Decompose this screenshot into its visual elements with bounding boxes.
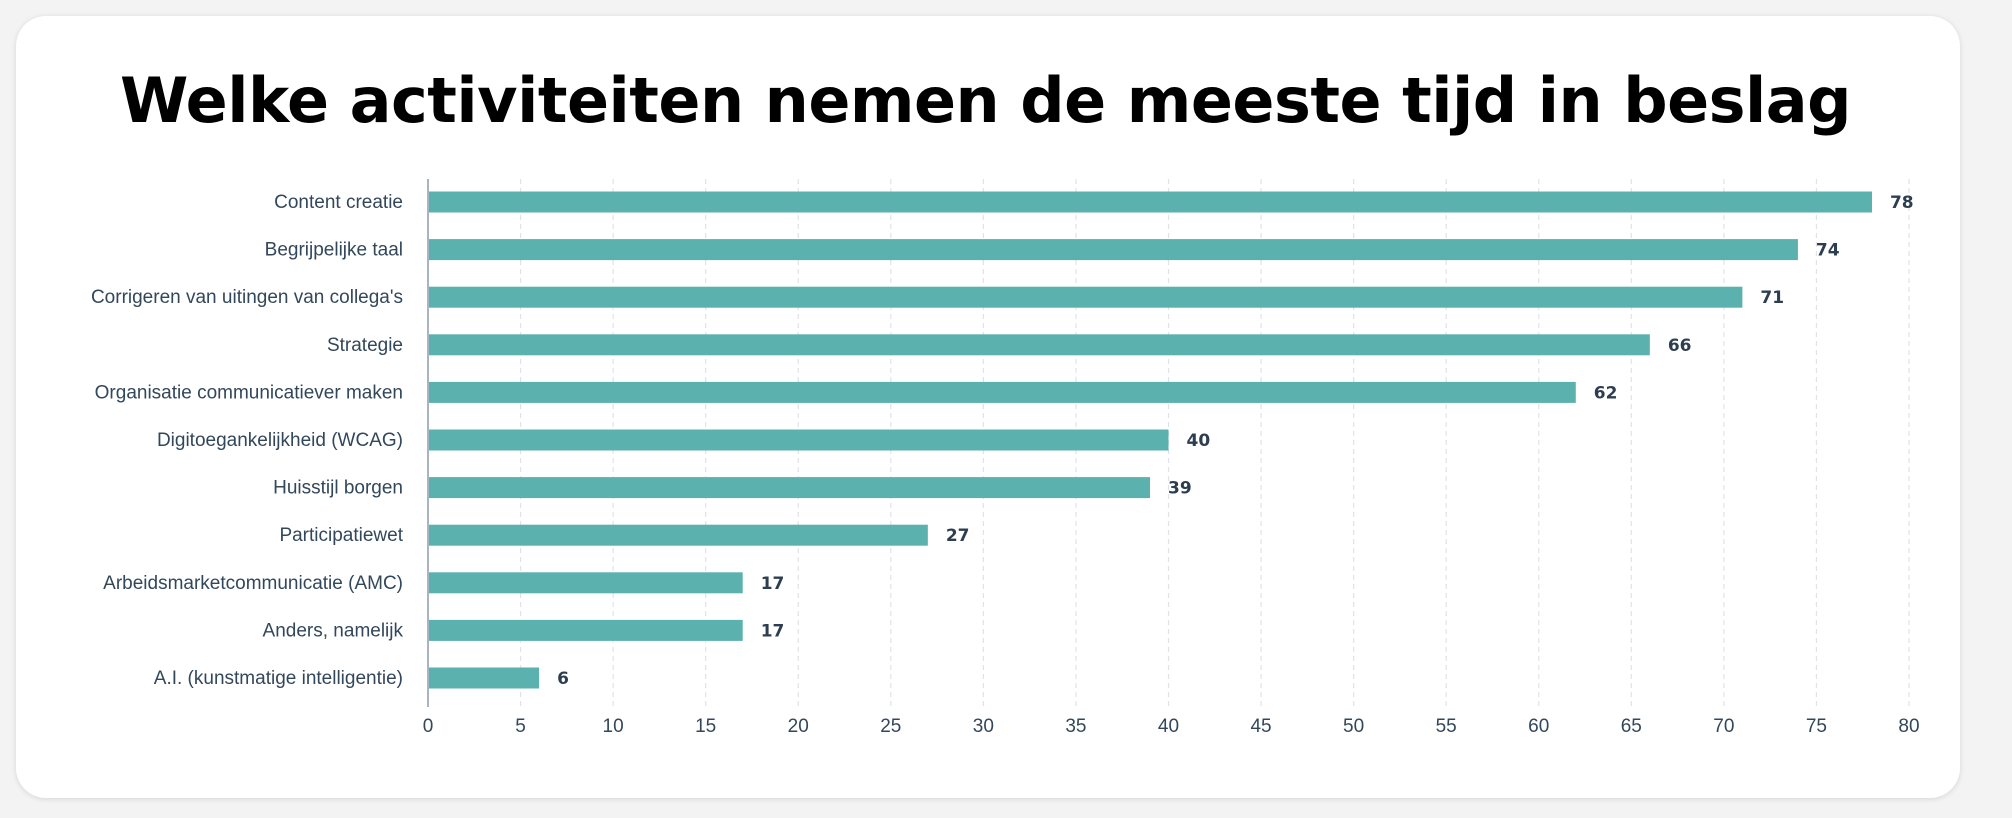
x-tick-label: 50 <box>1343 716 1364 737</box>
category-label: Corrigeren van uitingen van collega's <box>91 287 403 308</box>
bar <box>428 477 1150 499</box>
value-label: 74 <box>1816 241 1840 261</box>
x-tick-label: 40 <box>1158 716 1179 737</box>
x-tick-label: 20 <box>788 716 809 737</box>
bar <box>428 286 1743 308</box>
x-tick-label: 15 <box>695 716 716 737</box>
value-label: 6 <box>557 669 569 689</box>
bar <box>428 334 1650 356</box>
bar <box>428 381 1576 403</box>
category-label: A.I. (kunstmatige intelligentie) <box>154 668 403 689</box>
value-label: 71 <box>1760 288 1784 308</box>
chart-card: Welke activiteiten nemen de meeste tijd … <box>16 16 1960 798</box>
value-label: 27 <box>946 526 970 546</box>
bar <box>428 191 1872 213</box>
x-tick-label: 60 <box>1528 716 1549 737</box>
x-tick-label: 5 <box>515 716 526 737</box>
x-tick-label: 55 <box>1436 716 1457 737</box>
value-label: 66 <box>1668 336 1692 356</box>
x-tick-label: 45 <box>1250 716 1271 737</box>
category-label: Participatiewet <box>279 525 403 546</box>
x-tick-label: 75 <box>1806 716 1827 737</box>
bar <box>428 572 743 594</box>
value-label: 78 <box>1890 193 1914 213</box>
category-label: Digitoegankelijkheid (WCAG) <box>157 430 403 451</box>
category-label: Begrijpelijke taal <box>265 240 403 261</box>
category-label: Huisstijl borgen <box>273 478 403 499</box>
value-label: 40 <box>1187 431 1211 451</box>
bar-chart: 0 5 10 15 20 25 30 35 40 45 50 55 60 65 70 75 80 Content … <box>91 179 1920 737</box>
bar <box>428 429 1169 451</box>
value-label: 17 <box>761 621 785 641</box>
x-tick-label: 10 <box>603 716 624 737</box>
x-tick-label: 35 <box>1065 716 1086 737</box>
category-label: Anders, namelijk <box>263 620 404 641</box>
value-label: 39 <box>1168 479 1192 499</box>
category-label: Organisatie communicatiever maken <box>95 382 403 403</box>
bar <box>428 619 743 641</box>
value-label: 62 <box>1594 383 1618 403</box>
category-label: Content creatie <box>274 192 403 213</box>
chart-title: Welke activiteiten nemen de meeste tijd … <box>120 64 1852 137</box>
x-tick-label: 0 <box>423 716 434 737</box>
x-tick-label: 65 <box>1621 716 1642 737</box>
x-tick-label: 30 <box>973 716 994 737</box>
bar <box>428 239 1798 261</box>
x-tick-label: 70 <box>1713 716 1734 737</box>
bar <box>428 667 540 689</box>
x-tick-label: 80 <box>1898 716 1919 737</box>
category-label: Arbeidsmarketcommunicatie (AMC) <box>103 573 403 594</box>
category-label: Strategie <box>327 335 403 356</box>
bar <box>428 524 928 546</box>
value-label: 17 <box>761 574 785 594</box>
x-tick-label: 25 <box>880 716 901 737</box>
